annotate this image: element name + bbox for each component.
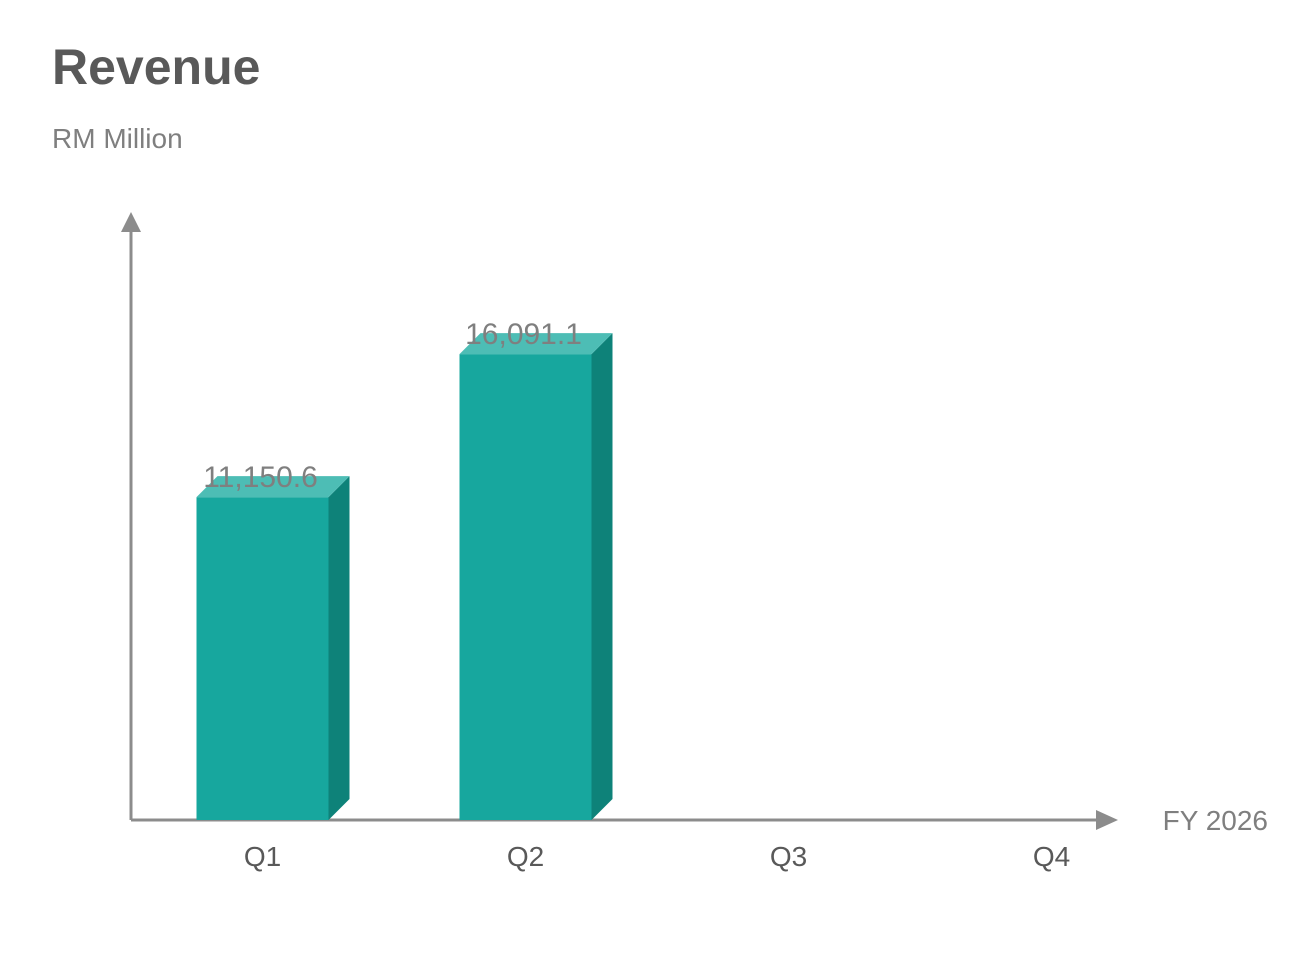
bar-front-q2 xyxy=(459,354,592,820)
bar-side-q1 xyxy=(328,476,350,820)
axes: FY 2026 xyxy=(121,212,1268,836)
bar-q2 xyxy=(459,333,613,820)
x-tick-label-q3: Q3 xyxy=(770,841,807,872)
x-tick-label-q4: Q4 xyxy=(1033,841,1070,872)
data-label-q2: 16,091.1 xyxy=(465,318,582,351)
x-tick-label-q2: Q2 xyxy=(507,841,544,872)
x-axis-arrowhead xyxy=(1096,810,1118,830)
chart-subtitle: RM Million xyxy=(52,123,183,154)
x-tick-labels: Q1 Q2 Q3 Q4 xyxy=(244,841,1070,872)
data-label-q1: 11,150.6 xyxy=(203,461,318,494)
bars: 11,150.6 16,091.1 xyxy=(196,318,613,820)
bar-top-q2 xyxy=(459,333,613,355)
x-tick-label-q1: Q1 xyxy=(244,841,281,872)
x-axis-title: FY 2026 xyxy=(1163,805,1268,836)
bar-side-q2 xyxy=(591,333,613,820)
bar-front-q1 xyxy=(196,497,329,820)
bar-top-q1 xyxy=(196,476,350,498)
chart-title: Revenue xyxy=(52,39,261,95)
bar-q1 xyxy=(196,476,350,820)
y-axis-arrowhead xyxy=(121,212,141,232)
